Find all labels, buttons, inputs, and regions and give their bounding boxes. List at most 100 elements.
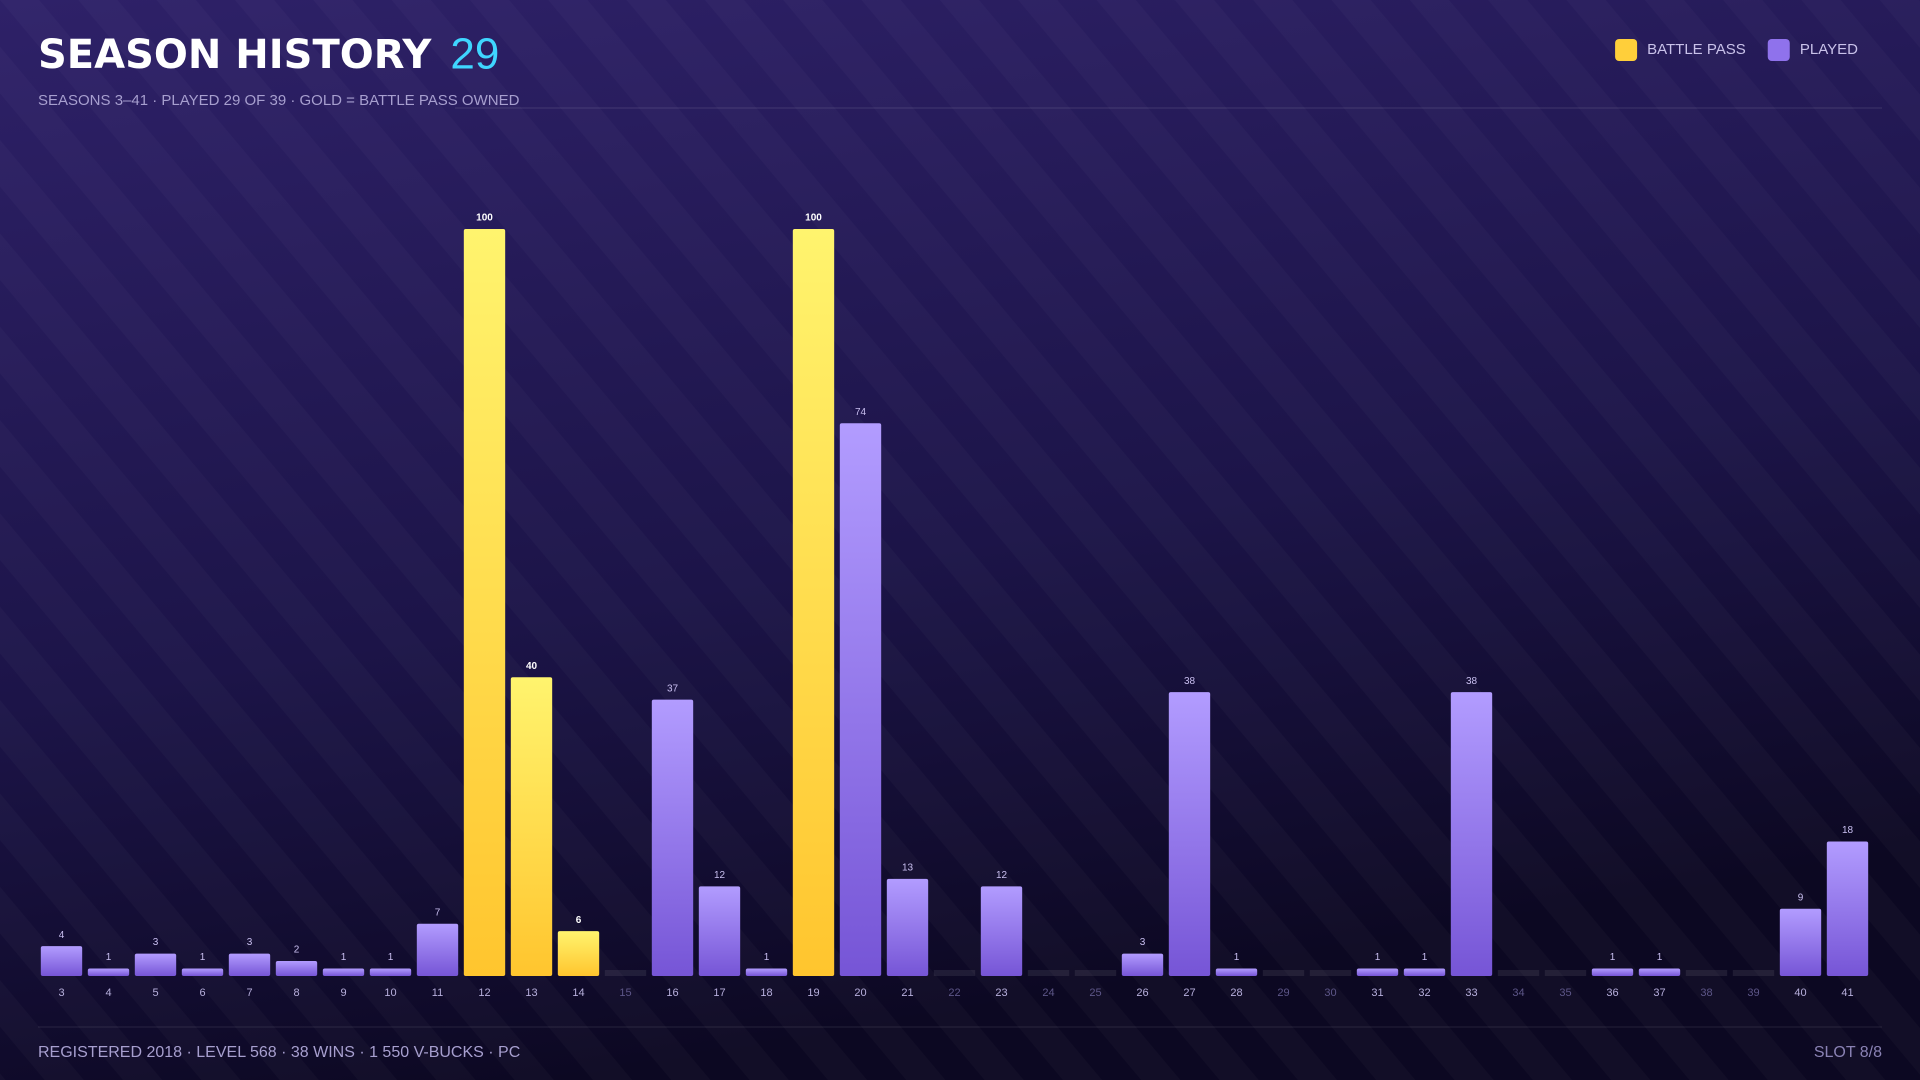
- value-label: 1: [388, 952, 394, 963]
- value-label: 3: [153, 937, 159, 948]
- played-bar: [134, 953, 177, 976]
- season-label: 25: [1089, 987, 1101, 999]
- value-label: 1: [1657, 952, 1663, 963]
- empty-season-stub: [1262, 970, 1305, 976]
- empty-season-stub: [1027, 970, 1070, 976]
- season-label: 18: [760, 987, 772, 999]
- played-bar: [980, 886, 1023, 976]
- value-label: 1: [200, 952, 206, 963]
- played-bar: [1826, 841, 1869, 976]
- value-label: 6: [576, 915, 582, 926]
- season-label: 21: [901, 987, 913, 999]
- season-label: 24: [1042, 987, 1054, 999]
- season-label: 15: [619, 987, 631, 999]
- played-bar: [745, 968, 788, 976]
- season-label: 9: [340, 987, 346, 999]
- season-label: 28: [1230, 987, 1242, 999]
- played-bar: [1591, 968, 1634, 976]
- season-label: 19: [807, 987, 819, 999]
- season-label: 20: [854, 987, 866, 999]
- season-label: 31: [1371, 987, 1383, 999]
- season-label: 4: [105, 987, 111, 999]
- value-label: 1: [1422, 952, 1428, 963]
- season-label: 32: [1418, 987, 1430, 999]
- season-label: 16: [666, 987, 678, 999]
- battle-pass-bar: [557, 931, 600, 976]
- value-label: 100: [476, 213, 493, 224]
- season-label: 35: [1559, 987, 1571, 999]
- played-bar: [839, 423, 882, 977]
- season-label: 41: [1841, 987, 1853, 999]
- season-label: 38: [1700, 987, 1712, 999]
- season-label: 10: [384, 987, 396, 999]
- season-label: 30: [1324, 987, 1336, 999]
- season-label: 11: [432, 987, 443, 999]
- value-label: 12: [996, 870, 1008, 881]
- season-label: 27: [1183, 987, 1195, 999]
- empty-season-stub: [1544, 970, 1587, 976]
- value-label: 13: [902, 863, 914, 874]
- legend-swatch: [1767, 39, 1790, 61]
- played-bar: [651, 699, 694, 976]
- value-label: 74: [855, 407, 867, 418]
- season-label: 13: [525, 987, 537, 999]
- played-bar: [1403, 968, 1446, 976]
- empty-season-stub: [604, 970, 647, 976]
- played-bar: [1638, 968, 1681, 976]
- season-label: 37: [1653, 987, 1665, 999]
- value-label: 18: [1842, 825, 1854, 836]
- value-label: 1: [764, 952, 770, 963]
- title: SEASON HISTORY: [38, 32, 432, 78]
- empty-season-stub: [1685, 970, 1728, 976]
- played-bar: [87, 968, 130, 976]
- played-bar: [886, 878, 929, 976]
- played-bar: [40, 946, 83, 976]
- season-label: 34: [1512, 987, 1524, 999]
- played-bar: [1356, 968, 1399, 976]
- season-label: 14: [572, 987, 584, 999]
- season-label: 17: [713, 987, 725, 999]
- subtitle: SEASONS 3–41 · PLAYED 29 OF 39 · GOLD = …: [38, 92, 520, 109]
- empty-season-stub: [1732, 970, 1775, 976]
- season-label: 8: [293, 987, 299, 999]
- season-label: 29: [1277, 987, 1289, 999]
- value-label: 3: [1140, 937, 1146, 948]
- season-label: 36: [1606, 987, 1618, 999]
- value-label: 38: [1184, 676, 1196, 687]
- legend-label: BATTLE PASS: [1647, 41, 1746, 58]
- played-bar: [1779, 908, 1822, 976]
- played-bar: [1215, 968, 1258, 976]
- value-label: 12: [714, 870, 726, 881]
- value-label: 7: [435, 907, 441, 918]
- empty-season-stub: [1309, 970, 1352, 976]
- value-label: 1: [1610, 952, 1616, 963]
- played-bar: [275, 961, 318, 976]
- season-count: 29: [450, 30, 499, 79]
- season-label: 7: [246, 987, 252, 999]
- played-bar: [322, 968, 365, 976]
- legend-label: PLAYED: [1800, 41, 1858, 58]
- season-label: 39: [1747, 987, 1759, 999]
- value-label: 9: [1798, 892, 1804, 903]
- value-label: 1: [106, 952, 112, 963]
- legend-swatch: [1615, 39, 1638, 61]
- empty-season-stub: [1497, 970, 1540, 976]
- empty-season-stub: [933, 970, 976, 976]
- empty-season-stub: [1074, 970, 1117, 976]
- season-label: 12: [478, 987, 490, 999]
- played-bar: [1168, 692, 1211, 976]
- value-label: 40: [526, 661, 538, 672]
- played-bar: [1450, 692, 1493, 976]
- value-label: 38: [1466, 676, 1478, 687]
- battle-pass-bar: [510, 677, 553, 976]
- season-label: 33: [1465, 987, 1477, 999]
- played-bar: [228, 953, 271, 976]
- played-bar: [181, 968, 224, 976]
- value-label: 1: [341, 952, 347, 963]
- season-label: 23: [995, 987, 1007, 999]
- season-label: 3: [58, 987, 64, 999]
- legend: PLAYED BATTLE PASS: [1615, 39, 1858, 61]
